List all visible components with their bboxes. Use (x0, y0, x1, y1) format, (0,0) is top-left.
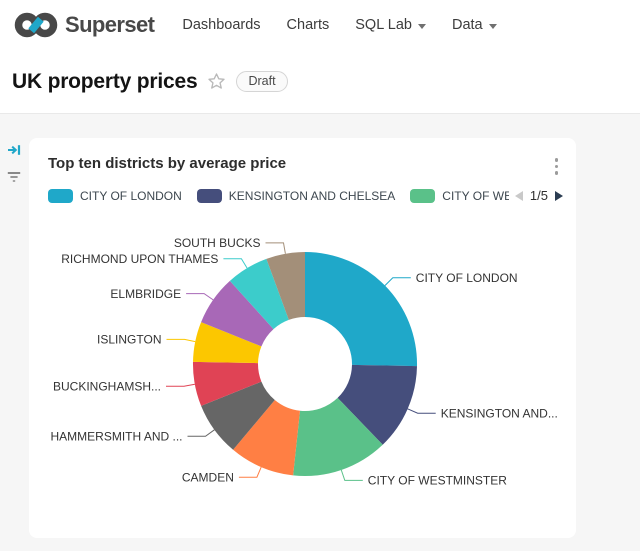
nav-item-label: Charts (286, 17, 330, 33)
label-leader-line (166, 383, 195, 387)
nav-item-label: Dashboards (182, 17, 261, 33)
legend-prev-button[interactable] (514, 190, 523, 201)
label-leader-line (265, 242, 286, 254)
label-leader-line (166, 338, 196, 343)
pie-slice-islington[interactable] (193, 322, 262, 364)
pie-slice-south-bucks[interactable] (266, 252, 305, 320)
pie-slice-camden[interactable] (233, 400, 300, 476)
legend-swatch (410, 188, 436, 203)
chart-title: Top ten districts by average price (48, 155, 287, 172)
brand-name: Superset (65, 12, 155, 37)
pie-slice-city-of-london[interactable] (305, 252, 418, 367)
nav-item-label: SQL Lab (355, 17, 412, 33)
slice-callout-label: RICHMOND UPON THAMES (61, 252, 218, 266)
legend-item-city-of-london[interactable]: CITY OF LONDON (48, 188, 182, 203)
nav-item-label: Data (451, 17, 483, 33)
legend-swatch (196, 188, 222, 203)
chevron-down-icon (417, 23, 426, 29)
superset-logo[interactable]: Superset (14, 9, 155, 41)
arrow-right-to-bar-icon (8, 145, 21, 155)
label-leader-line (186, 293, 214, 301)
legend-label: CITY OF WES (442, 188, 521, 203)
chart-legend: CITY OF LONDON KENSINGTON AND CHELSEA CITY… (48, 187, 563, 204)
pie-slice-kensington-and[interactable] (337, 364, 417, 445)
slice-callout-label: CAMDEN (182, 470, 234, 484)
label-leader-line (340, 469, 363, 481)
label-leader-line (238, 466, 262, 478)
pie-slice-city-of-westminster[interactable] (293, 397, 383, 477)
pie-slice-elmbridge[interactable] (201, 280, 274, 347)
legend-next-button[interactable] (555, 190, 563, 201)
pie-slice-buckinghamsh[interactable] (192, 361, 262, 406)
chevron-down-icon (488, 23, 497, 29)
nav-item-data[interactable]: Data (452, 0, 497, 50)
nav-item-charts[interactable]: Charts (287, 0, 330, 50)
legend-swatch (48, 188, 73, 203)
label-leader-line (187, 429, 215, 437)
superset-infinity-icon (14, 12, 58, 38)
legend-item-city-of-wes[interactable]: CITY OF WES (410, 188, 521, 203)
chart-card: CITY OF LONDON KENSINGTON AND... CITY OF W… (29, 138, 576, 538)
pie-slice-richmond-upon-thames[interactable] (229, 258, 289, 330)
page-title: UK property prices (12, 69, 198, 93)
nav-item-dashboards[interactable]: Dashboards (182, 0, 260, 50)
status-badge: Draft (236, 71, 288, 92)
slice-callout-label: SOUTH BUCKS (174, 236, 261, 250)
legend-page-indicator: 1/5 (529, 188, 548, 203)
slice-callout-label: ISLINGTON (97, 333, 161, 347)
favorite-star-icon[interactable] (207, 72, 226, 91)
nav-item-sql-lab[interactable]: SQL Lab (355, 0, 426, 50)
pie-slice-hammersmith-and[interactable] (201, 381, 275, 450)
dashboard-title-bar: UK property prices Draft (0, 50, 640, 114)
legend-item-kensington-and-chelsea[interactable]: KENSINGTON AND CHELSEA (196, 188, 396, 203)
filter-lines-icon (7, 172, 21, 182)
slice-callout-label: CITY OF LONDON (416, 271, 518, 285)
legend-label: KENSINGTON AND CHELSEA (228, 188, 396, 203)
slice-callout-label: ELMBRIDGE (110, 287, 181, 301)
label-leader-line (223, 258, 248, 269)
legend-pager: 1/5 (508, 187, 563, 204)
slice-callout-label: CITY OF WESTMINSTER (368, 474, 507, 488)
filter-icon[interactable] (7, 170, 21, 184)
legend-label: CITY OF LONDON (80, 188, 182, 203)
top-navbar: Superset Dashboards Charts SQL Lab Data (0, 0, 640, 50)
dashboard-area: CITY OF LONDON KENSINGTON AND... CITY OF W… (0, 114, 640, 551)
label-leader-line (407, 408, 436, 414)
donut-chart: CITY OF LONDON KENSINGTON AND... CITY OF W… (50, 236, 558, 488)
label-leader-line (384, 277, 411, 286)
slice-callout-label: BUCKINGHAMSH... (53, 380, 161, 394)
slice-callout-label: KENSINGTON AND... (441, 406, 558, 420)
more-options-button[interactable] (553, 156, 561, 177)
main-nav: Dashboards Charts SQL Lab Data (182, 0, 497, 50)
slice-callout-label: HAMMERSMITH AND ... (50, 430, 182, 444)
expand-filter-bar-button[interactable] (7, 143, 21, 157)
